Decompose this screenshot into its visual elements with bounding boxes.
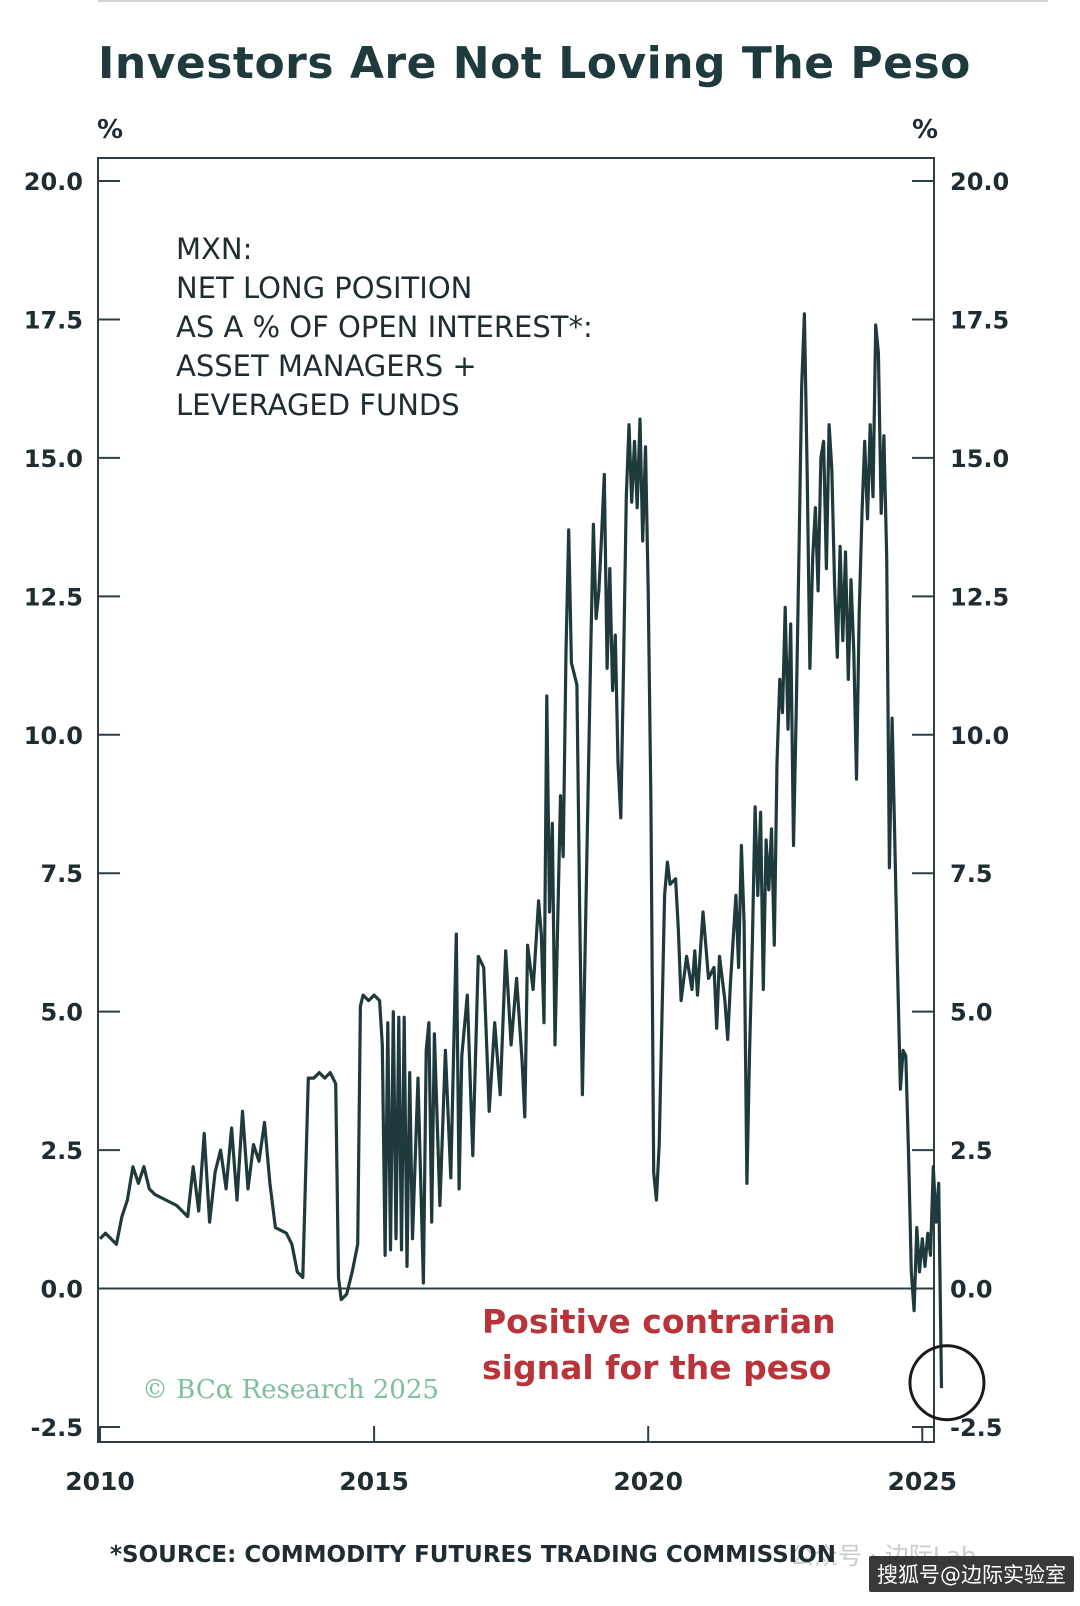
callout-text-line: signal for the peso bbox=[482, 1348, 831, 1387]
annotation-block: MXN: NET LONG POSITION AS A % OF OPEN INTE… bbox=[176, 232, 593, 422]
axes-layer: 20.0 20.0 17.5 17.5 15.0 15.0 12.5 12.5 10.0 10.0… bbox=[24, 115, 1009, 1496]
y-tick-label-left: -2.5 bbox=[31, 1414, 83, 1442]
y-tick-label-right: 12.5 bbox=[950, 583, 1009, 611]
y-tick-label-left: 15.0 bbox=[24, 445, 83, 473]
y-tick-label-left: 12.5 bbox=[24, 583, 83, 611]
source-note: *SOURCE: COMMODITY FUTURES TRADING COMMI… bbox=[110, 1542, 837, 1568]
y-tick-label-left: 2.5 bbox=[40, 1137, 83, 1165]
watermark-box: 搜狐号@边际实验室 bbox=[869, 1556, 1074, 1592]
y-tick-label-right: 7.5 bbox=[950, 860, 993, 888]
series-line-mxn bbox=[98, 312, 944, 1389]
credit-text: © BCα Research 2025 bbox=[142, 1375, 439, 1405]
y-unit-left: % bbox=[97, 115, 123, 145]
y-tick-label-right: 0.0 bbox=[950, 1276, 993, 1304]
y-tick-label-left: 5.0 bbox=[40, 999, 83, 1027]
plot-frame bbox=[97, 157, 935, 1443]
callout-circle-marker bbox=[908, 1344, 986, 1422]
callout-text-line: Positive contrarian bbox=[482, 1302, 836, 1341]
annotation-line: MXN: bbox=[176, 232, 252, 266]
y-tick-label-left: 7.5 bbox=[40, 860, 83, 888]
chart-title: Investors Are Not Loving The Peso bbox=[98, 38, 971, 89]
y-tick-label-left: 20.0 bbox=[24, 168, 83, 196]
y-tick-label-right: 5.0 bbox=[950, 999, 993, 1027]
x-tick-label: 2010 bbox=[65, 1467, 135, 1496]
series-layer bbox=[98, 312, 944, 1389]
annotation-line: NET LONG POSITION bbox=[176, 271, 472, 305]
callout-layer: Positive contrarian signal for the peso © … bbox=[142, 1302, 986, 1422]
y-unit-right: % bbox=[912, 115, 938, 145]
y-tick-label-left: 0.0 bbox=[40, 1276, 83, 1304]
y-tick-label-right: 17.5 bbox=[950, 306, 1009, 334]
top-divider bbox=[98, 0, 1048, 2]
y-tick-label-left: 10.0 bbox=[24, 722, 83, 750]
y-tick-label-right: 2.5 bbox=[950, 1137, 993, 1165]
annotation-line: LEVERAGED FUNDS bbox=[176, 388, 460, 422]
y-tick-label-right: 15.0 bbox=[950, 445, 1009, 473]
x-tick-label: 2025 bbox=[887, 1467, 957, 1496]
x-tick-label: 2015 bbox=[339, 1467, 409, 1496]
annotation-line: ASSET MANAGERS + bbox=[176, 349, 477, 383]
x-tick-label: 2020 bbox=[613, 1467, 683, 1496]
y-tick-label-left: 17.5 bbox=[24, 306, 83, 334]
annotation-line: AS A % OF OPEN INTEREST*: bbox=[176, 310, 593, 344]
y-tick-label-right: 10.0 bbox=[950, 722, 1009, 750]
y-tick-label-right: 20.0 bbox=[950, 168, 1009, 196]
